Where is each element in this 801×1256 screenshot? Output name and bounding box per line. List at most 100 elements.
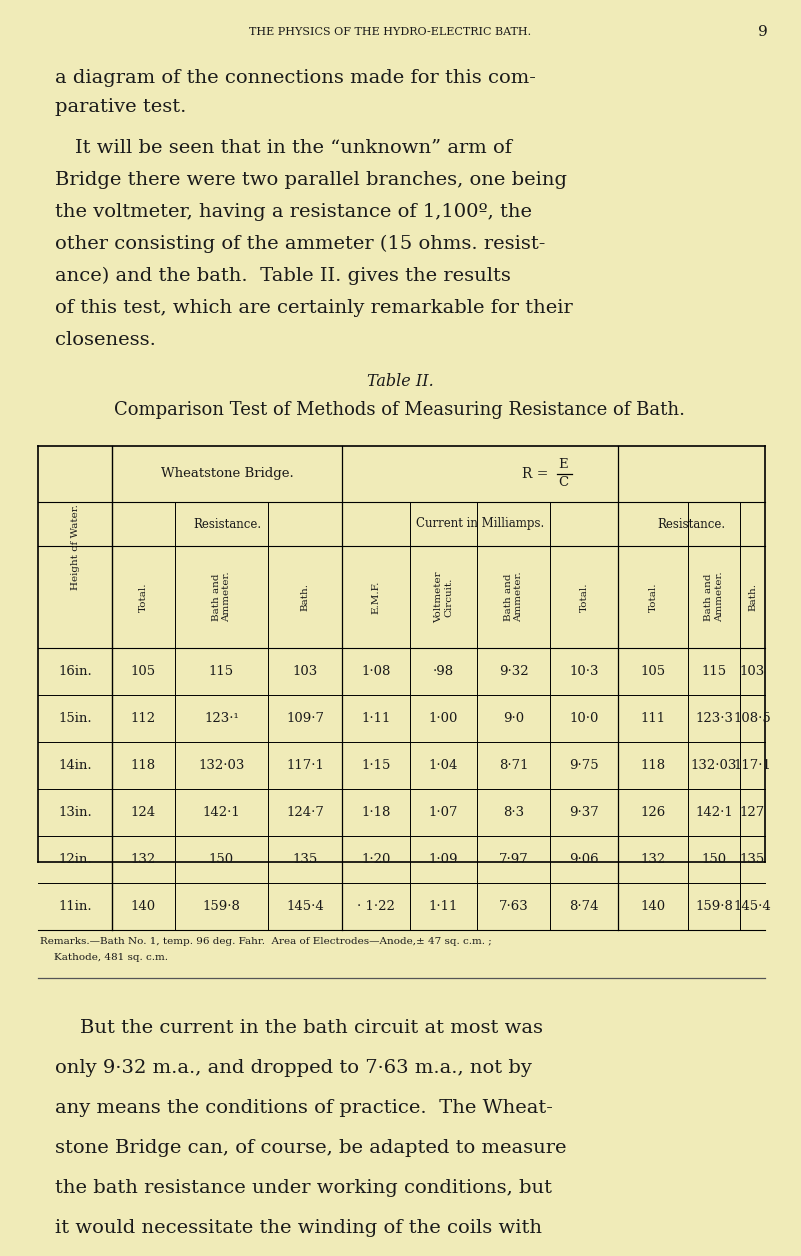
Text: 118: 118 [131,759,156,772]
Text: 135: 135 [740,853,765,865]
Text: Bath.: Bath. [300,583,309,610]
Text: 7·63: 7·63 [499,901,529,913]
Text: parative test.: parative test. [55,98,187,116]
Text: 105: 105 [641,664,666,678]
Text: 109·7: 109·7 [286,712,324,725]
Text: 103: 103 [292,664,318,678]
Text: 142·1: 142·1 [203,806,240,819]
Text: Total.: Total. [579,583,589,612]
Text: any means the conditions of practice.  The Wheat-: any means the conditions of practice. Th… [55,1099,553,1117]
Text: It will be seen that in the “unknown” arm of: It will be seen that in the “unknown” ar… [75,139,512,157]
Text: the voltmeter, having a resistance of 1,100º, the: the voltmeter, having a resistance of 1,… [55,203,532,221]
Text: 159·8: 159·8 [695,901,733,913]
Text: 11in.: 11in. [58,901,92,913]
Text: 142·1: 142·1 [695,806,733,819]
Text: Table II.: Table II. [367,373,433,391]
Text: 9·37: 9·37 [570,806,599,819]
Text: Bath and
Ammeter.: Bath and Ammeter. [504,571,523,622]
Text: 1·08: 1·08 [361,664,391,678]
Text: closeness.: closeness. [55,332,156,349]
Text: a diagram of the connections made for this com-: a diagram of the connections made for th… [55,69,536,87]
Text: 124·7: 124·7 [286,806,324,819]
Text: 16in.: 16in. [58,664,92,678]
Text: 135: 135 [292,853,318,865]
Text: stone Bridge can, of course, be adapted to measure: stone Bridge can, of course, be adapted … [55,1139,566,1157]
Text: 9·0: 9·0 [503,712,524,725]
Text: 111: 111 [641,712,666,725]
Text: 1·07: 1·07 [429,806,458,819]
Text: 9·75: 9·75 [570,759,599,772]
Text: Wheatstone Bridge.: Wheatstone Bridge. [161,467,293,481]
Text: 145·4: 145·4 [734,901,771,913]
Text: of this test, which are certainly remarkable for their: of this test, which are certainly remark… [55,299,573,317]
Text: C: C [558,476,569,490]
Text: Comparison Test of Methods of Measuring Resistance of Bath.: Comparison Test of Methods of Measuring … [115,401,686,420]
Text: THE PHYSICS OF THE HYDRO-ELECTRIC BATH.: THE PHYSICS OF THE HYDRO-ELECTRIC BATH. [249,26,531,36]
Text: Bath and
Ammeter.: Bath and Ammeter. [211,571,231,622]
Text: 13in.: 13in. [58,806,92,819]
Text: 150: 150 [702,853,727,865]
Text: 126: 126 [640,806,666,819]
Text: · 1·22: · 1·22 [357,901,395,913]
Text: 1·20: 1·20 [361,853,391,865]
Text: 105: 105 [131,664,156,678]
Text: only 9·32 m.a., and dropped to 7·63 m.a., not by: only 9·32 m.a., and dropped to 7·63 m.a.… [55,1059,532,1076]
Text: 8·3: 8·3 [503,806,524,819]
Text: 1·18: 1·18 [361,806,391,819]
Text: 7·97: 7·97 [499,853,529,865]
Text: Voltmeter
Circuit.: Voltmeter Circuit. [434,571,453,623]
Text: 117·1: 117·1 [734,759,771,772]
Text: E: E [558,458,569,471]
Text: 159·8: 159·8 [203,901,240,913]
Text: 123·3: 123·3 [695,712,733,725]
Text: 132·03: 132·03 [199,759,244,772]
Text: R =: R = [522,467,549,481]
Text: 132: 132 [640,853,666,865]
Text: E.M.F.: E.M.F. [372,580,380,614]
Text: 132·03: 132·03 [690,759,737,772]
Text: 1·11: 1·11 [361,712,391,725]
Text: Bath.: Bath. [748,583,757,610]
Text: 15in.: 15in. [58,712,92,725]
Text: Current in Milliamps.: Current in Milliamps. [416,517,544,530]
Text: 1·15: 1·15 [361,759,391,772]
Text: 140: 140 [641,901,666,913]
Text: 132: 132 [131,853,156,865]
Text: it would necessitate the winding of the coils with: it would necessitate the winding of the … [55,1220,542,1237]
Text: 115: 115 [209,664,234,678]
Text: 8·74: 8·74 [570,901,599,913]
Text: 12in.: 12in. [58,853,92,865]
Text: 145·4: 145·4 [286,901,324,913]
Text: 14in.: 14in. [58,759,92,772]
Text: Remarks.—Bath No. 1, temp. 96 deg. Fahr.  Area of Electrodes—Anode,± 47 sq. c.m.: Remarks.—Bath No. 1, temp. 96 deg. Fahr.… [40,937,492,947]
Text: 140: 140 [131,901,156,913]
Text: 9: 9 [758,25,768,39]
Text: other consisting of the ammeter (15 ohms. resist-: other consisting of the ammeter (15 ohms… [55,235,545,254]
Text: 117·1: 117·1 [286,759,324,772]
Text: But the current in the bath circuit at most was: But the current in the bath circuit at m… [80,1019,543,1037]
Text: Total.: Total. [649,583,658,612]
Text: 9·06: 9·06 [570,853,599,865]
Text: 1·00: 1·00 [429,712,458,725]
Text: the bath resistance under working conditions, but: the bath resistance under working condit… [55,1179,552,1197]
Text: ·98: ·98 [433,664,454,678]
Text: 108·5: 108·5 [734,712,771,725]
Text: 9·32: 9·32 [499,664,529,678]
Text: 112: 112 [131,712,156,725]
Text: Resistance.: Resistance. [658,517,726,530]
Text: 1·09: 1·09 [429,853,458,865]
Text: Bath and
Ammeter.: Bath and Ammeter. [704,571,723,622]
Text: 1·04: 1·04 [429,759,458,772]
Text: 150: 150 [209,853,234,865]
Text: 10·0: 10·0 [570,712,598,725]
Text: 1·11: 1·11 [429,901,458,913]
Text: 115: 115 [702,664,727,678]
Text: Height of Water.: Height of Water. [70,504,79,590]
Text: 118: 118 [641,759,666,772]
Text: 127: 127 [740,806,765,819]
Text: Bridge there were two parallel branches, one being: Bridge there were two parallel branches,… [55,171,567,188]
Text: ance) and the bath.  Table II. gives the results: ance) and the bath. Table II. gives the … [55,266,511,285]
Text: Total.: Total. [139,583,148,612]
Text: 8·71: 8·71 [499,759,528,772]
Text: 103: 103 [740,664,765,678]
